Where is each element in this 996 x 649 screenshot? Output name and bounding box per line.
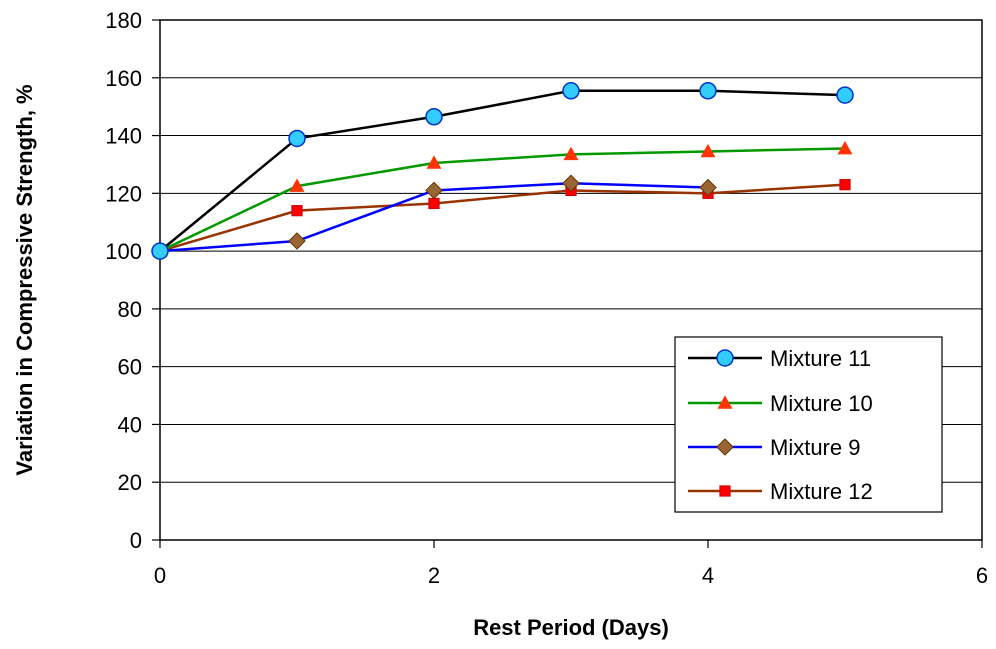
- data-point: [151, 242, 169, 260]
- y-tick-label: 160: [105, 66, 142, 91]
- y-tick-label: 40: [118, 412, 142, 437]
- legend-entry: Mixture 12: [688, 479, 873, 504]
- y-tick-label: 80: [118, 297, 142, 322]
- data-point: [562, 82, 580, 100]
- data-point: [562, 174, 580, 192]
- y-tick-label: 140: [105, 124, 142, 149]
- data-point: [839, 179, 851, 191]
- data-point: [426, 155, 442, 169]
- series-line: [159, 147, 846, 253]
- x-axis-title: Rest Period (Days): [473, 615, 669, 640]
- y-tick-label: 100: [105, 239, 142, 264]
- x-tick-label: 2: [428, 563, 440, 588]
- data-point: [288, 129, 306, 148]
- series-layer: [151, 82, 854, 260]
- data-point: [836, 86, 854, 104]
- legend: Mixture 11 Mixture 10 Mixture 9 Mixture 12: [674, 336, 943, 513]
- legend-marker: [716, 438, 734, 456]
- data-point: [425, 108, 443, 126]
- data-point: [289, 178, 305, 192]
- legend-label: Mixture 11: [770, 346, 871, 371]
- series-line: [159, 183, 846, 253]
- legend-box: [674, 336, 943, 513]
- legend-label: Mixture 10: [770, 391, 873, 416]
- y-tick-label: 20: [118, 470, 142, 495]
- legend-marker: [719, 485, 731, 497]
- data-point: [699, 178, 717, 197]
- x-tick-label: 0: [154, 563, 166, 588]
- legend-entry: Mixture 9: [688, 435, 860, 460]
- data-point: [425, 181, 443, 200]
- data-point: [288, 232, 306, 250]
- y-tick-label: 120: [105, 181, 142, 206]
- data-point: [699, 82, 717, 100]
- data-point: [428, 197, 440, 210]
- tick-labels: 0 20 40 60 80 100 120 140 160 180 0 2 4 6: [105, 8, 988, 588]
- series-line: [159, 89, 846, 253]
- legend-marker: [717, 395, 733, 409]
- legend-entry: Mixture 11: [688, 346, 871, 371]
- data-point: [291, 205, 303, 217]
- series-mixture-11: [151, 82, 854, 260]
- x-tick-label: 6: [976, 563, 988, 588]
- legend-label: Mixture 9: [770, 435, 860, 460]
- data-point: [563, 146, 579, 161]
- y-axis-title: Variation in Compressive Strength, %: [12, 84, 37, 475]
- legend-entry: Mixture 10: [688, 391, 873, 416]
- data-point: [700, 143, 716, 158]
- y-tick-label: 60: [118, 355, 142, 380]
- y-tick-label: 180: [105, 8, 142, 33]
- legend-marker: [716, 349, 734, 367]
- x-tick-label: 4: [702, 563, 714, 588]
- y-tick-label: 0: [130, 528, 142, 553]
- data-point: [837, 140, 853, 155]
- legend-label: Mixture 12: [770, 479, 873, 504]
